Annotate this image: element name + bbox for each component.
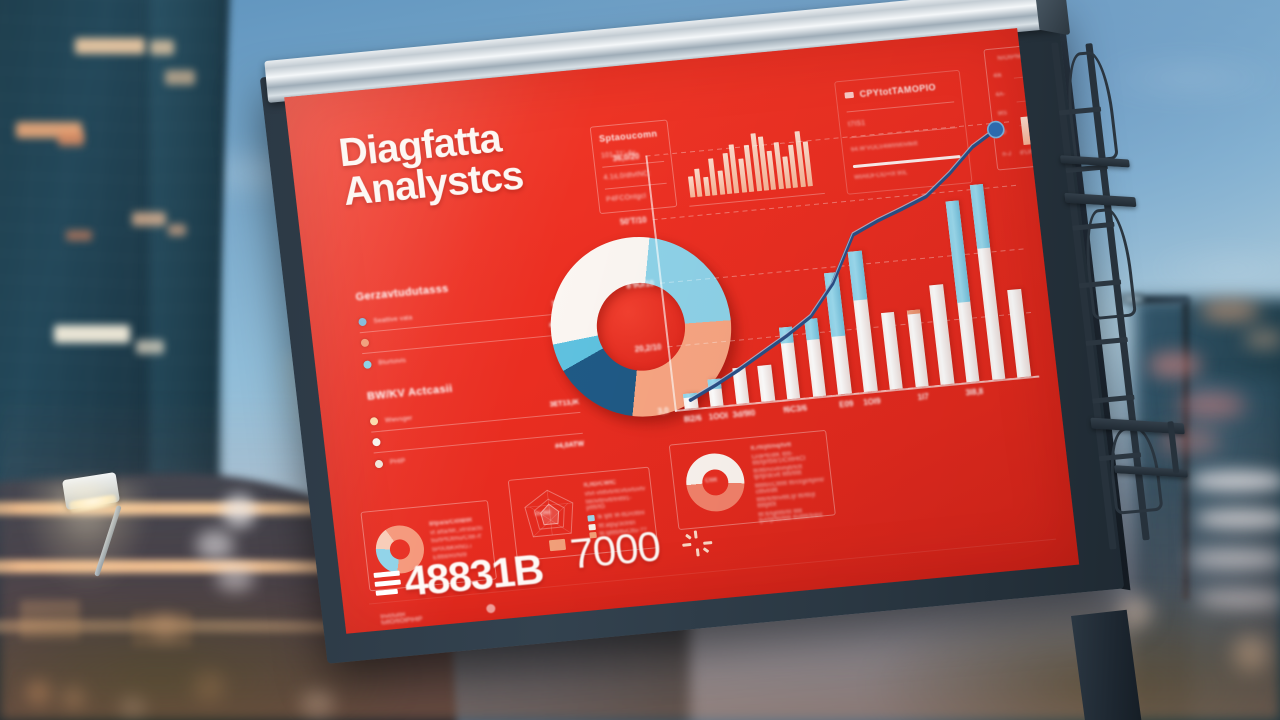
window-light — [136, 340, 164, 354]
trend-line-highlight — [690, 126, 996, 399]
bokeh-light — [1244, 330, 1280, 348]
axis-tick: 4Ik — [993, 72, 1003, 80]
x-axis-tick: E09 — [838, 399, 854, 410]
split-donut-panel[interactable]: CtIIt It.rtt/jtt/nq/tvtt tJ/dPtt/dtK ttt… — [668, 429, 836, 531]
window-light — [54, 325, 130, 343]
street-lamp-pole — [1182, 300, 1189, 600]
window-light — [132, 212, 166, 226]
bokeh-light — [196, 530, 234, 560]
street-lamp-head — [1118, 293, 1144, 305]
legend-color-dot — [360, 338, 370, 348]
legend-color-dot — [362, 359, 372, 369]
window-light — [150, 40, 174, 55]
cloud — [1140, 250, 1280, 286]
legend-color-dot — [358, 317, 367, 327]
street-lamp-arm — [1128, 296, 1190, 304]
radar-chart — [524, 489, 574, 538]
window-light — [66, 230, 92, 241]
x-axis-tick: 1OOI — [708, 411, 729, 422]
donut-center-label: CtIIt — [704, 477, 718, 485]
trend-endpoint-marker[interactable] — [986, 120, 1005, 139]
legend-group-2: BW/KV Actcasii Wwvsger 3ET13,IK PHIP — [366, 371, 585, 474]
legend-value: #4,0ATW — [554, 440, 585, 451]
bokeh-light — [1148, 352, 1202, 378]
hamburger-bars-icon — [373, 570, 402, 600]
main-combo-chart[interactable]: 3,0 20,2/10 8'9U/10 50'T/10 36,0/20 8I2/6 1OO… — [593, 117, 1046, 455]
panel-title: Sptaoucomn — [598, 128, 658, 144]
bokeh-light — [222, 494, 256, 528]
window-light — [58, 132, 84, 146]
billboard: Diagfatta Analystcs Sptaoucomn 101,71'-4… — [259, 0, 1188, 720]
trend-line-series — [688, 120, 1005, 402]
analytics-dashboard: Diagfatta Analystcs Sptaoucomn 101,71'-4… — [284, 28, 1080, 634]
x-axis-tick: 1I7 — [917, 392, 930, 403]
window-light — [75, 38, 145, 54]
kpi-caption: tnvt/tuttR tuttO/ttOtPtHtP — [380, 612, 424, 627]
panel-title: CPYtotTAMOPIO — [859, 82, 937, 100]
legend-swatch — [587, 514, 595, 522]
kpi-caption-row: tnvt/tuttR tuttO/ttOtPtHtP — [380, 611, 424, 627]
kpi-value: 7000 — [567, 522, 663, 578]
foliage-right — [870, 590, 1280, 720]
legend-group-1: Gerzavtudutasss Seattive vata 3/V/3 #ACI… — [355, 272, 574, 375]
cloud — [1090, 58, 1280, 98]
bokeh-light — [1190, 470, 1280, 492]
panel-line: t7IS1 — [847, 119, 866, 129]
orange-square-icon — [548, 538, 567, 552]
axis-tick: 4A- — [995, 91, 1006, 99]
bokeh-light — [1188, 548, 1280, 570]
x-axis-tick: 3I8,8 — [964, 386, 984, 398]
legend-color-dot — [374, 459, 384, 468]
social-icon[interactable] — [485, 603, 496, 614]
flag-icon — [844, 91, 855, 99]
bokeh-light — [1196, 508, 1280, 530]
bokeh-light — [216, 564, 254, 592]
legend-color-dot — [369, 416, 379, 426]
legend-color-dot — [372, 437, 381, 447]
axis-tick: 9tS — [997, 110, 1008, 118]
billboard-display: Diagfatta Analystcs Sptaoucomn 101,71'-4… — [284, 28, 1080, 634]
radar-panel[interactable]: SLINt It,ItD/CWtC vtvt-vtittvti/itcvtuvt… — [507, 466, 659, 562]
trend-line — [688, 127, 998, 402]
sparkle-burst-icon — [681, 529, 714, 558]
bokeh-light — [1200, 300, 1260, 322]
window-light — [168, 224, 186, 236]
x-axis-tick: 1OI9 — [862, 396, 882, 408]
bokeh-light — [1176, 392, 1246, 418]
window-light — [165, 70, 195, 85]
x-axis-tick: 8I2/6 — [683, 413, 703, 425]
